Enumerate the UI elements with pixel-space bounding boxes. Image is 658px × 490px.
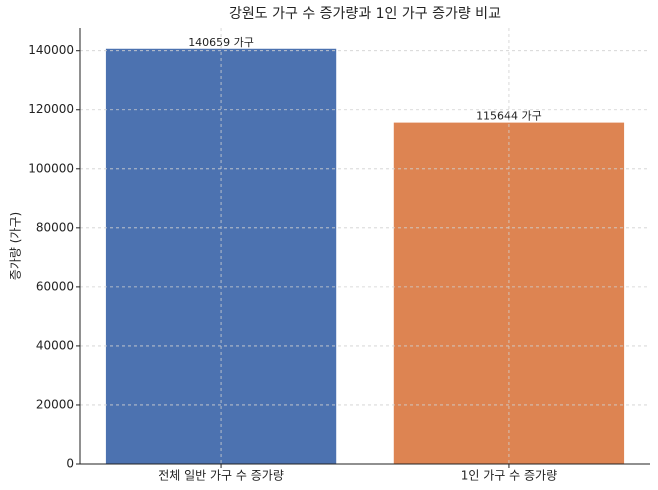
y-tick-label: 60000 (36, 279, 74, 293)
y-tick-label: 0 (66, 457, 74, 471)
y-tick-label: 20000 (36, 397, 74, 411)
data-label: 115644 가구 (476, 110, 542, 123)
y-tick-label: 140000 (28, 43, 74, 57)
y-axis-label: 증가량 (가구) (9, 212, 23, 280)
x-tick-label: 1인 가구 수 증가량 (461, 469, 557, 483)
y-tick-label: 40000 (36, 338, 74, 352)
y-tick-label: 100000 (28, 161, 74, 175)
y-tick-label: 80000 (36, 220, 74, 234)
x-tick-label: 전체 일반 가구 수 증가량 (158, 469, 284, 483)
chart-title: 강원도 가구 수 증가량과 1인 가구 증가량 비교 (229, 6, 501, 22)
y-tick-label: 120000 (28, 102, 74, 116)
